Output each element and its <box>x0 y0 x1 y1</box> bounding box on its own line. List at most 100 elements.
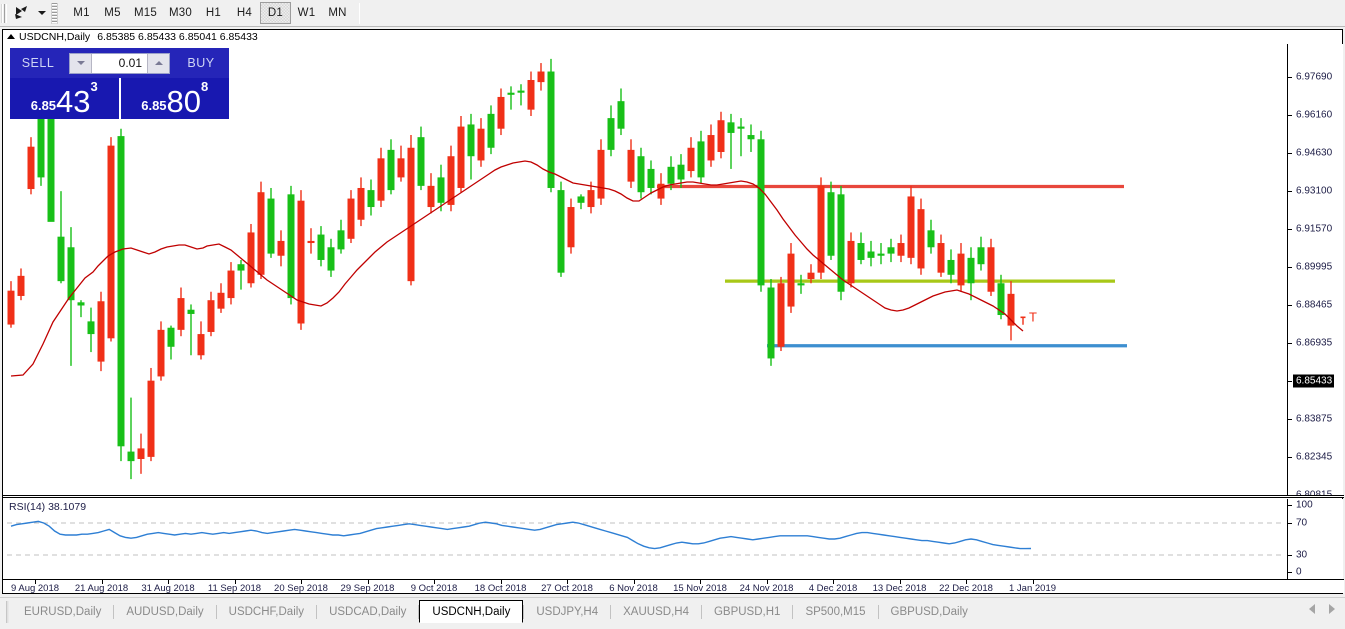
caret-down-icon[interactable] <box>70 53 92 73</box>
tab-divider <box>877 605 879 619</box>
chart-titlebar: USDCNH,Daily 6.85385 6.85433 6.85041 6.8… <box>3 30 1342 43</box>
candle-bearish <box>227 270 235 299</box>
candle-bearish <box>807 272 815 280</box>
timeframe-h4[interactable]: H4 <box>236 7 253 19</box>
time-axis-label: 24 Nov 2018 <box>739 583 794 594</box>
price-pane[interactable]: T <box>3 44 1287 495</box>
chart-tab-sp500-m15[interactable]: SP500,M15 <box>805 606 866 618</box>
price-axis-label: 6.82345 <box>1296 451 1333 463</box>
volume-input[interactable]: 0.01 <box>118 56 142 70</box>
price-axis-label: 6.91570 <box>1296 223 1333 235</box>
candle-bearish <box>377 158 385 201</box>
caret-up-icon[interactable] <box>147 53 169 73</box>
price-axis-label: 6.88465 <box>1296 299 1333 311</box>
price-tick <box>1288 229 1292 230</box>
crosshair-cursor-icon[interactable] <box>10 2 36 25</box>
chart-tab-xauusd-h4[interactable]: XAUUSD,H4 <box>623 606 689 618</box>
timeframe-d1[interactable]: D1 <box>259 2 291 24</box>
candle-bearish <box>957 253 965 286</box>
candle-bearish <box>777 283 785 347</box>
timeframe-h1[interactable]: H1 <box>205 7 222 19</box>
timeframe-w1[interactable]: W1 <box>297 7 316 19</box>
time-axis-label: 13 Dec 2018 <box>872 583 927 594</box>
price-tick <box>1288 457 1292 458</box>
chart-tab-usdcnh-daily[interactable]: USDCNH,Daily <box>419 600 524 623</box>
candle-bullish <box>837 194 845 292</box>
candle-bearish <box>247 232 255 284</box>
timeframe-m30[interactable]: M30 <box>168 7 192 19</box>
time-tick <box>168 580 169 584</box>
candle-bearish <box>457 126 465 188</box>
chart-tab-gbpusd-h1[interactable]: GBPUSD,H1 <box>713 606 781 618</box>
candle-bearish <box>907 196 915 258</box>
buy-button[interactable]: BUY <box>173 48 229 78</box>
candle-bearish <box>567 207 575 248</box>
rsi-tick <box>1288 505 1292 506</box>
sell-price-main: 43 <box>56 84 91 119</box>
tabbar-grip[interactable] <box>6 601 10 623</box>
candle-bearish <box>207 300 215 332</box>
candle-bearish <box>147 380 155 457</box>
timeframe-m15[interactable]: M15 <box>134 7 157 19</box>
rsi-tick <box>1288 572 1292 573</box>
candle-bearish <box>987 247 995 292</box>
candle-bullish <box>877 253 885 256</box>
tab-divider <box>113 605 115 619</box>
time-tick <box>500 580 502 584</box>
price-scale-axis[interactable]: 6.97690 6.96160 6.94630 6.93100 6.91570 6.899… <box>1287 44 1343 577</box>
candle-bullish <box>927 230 935 248</box>
time-scale-axis[interactable]: 9 Aug 2018 21 Aug 2018 31 Aug 2018 11 Sep 2… <box>3 579 1344 594</box>
last-candle-marker: T <box>1029 310 1037 325</box>
candle-bearish <box>107 145 115 339</box>
candle-bearish <box>527 79 535 110</box>
candle-bullish <box>187 309 195 314</box>
chart-tab-usdchf-daily[interactable]: USDCHF,Daily <box>228 606 305 618</box>
time-axis-label: 9 Aug 2018 <box>10 583 60 594</box>
sell-price-display[interactable]: 6.85 43 3 <box>10 78 119 119</box>
buy-price-display[interactable]: 6.85 80 8 <box>120 78 229 119</box>
candle-bearish <box>197 334 205 356</box>
candle-bearish <box>347 198 355 239</box>
chart-symbol-label: USDCNH,Daily <box>19 30 91 43</box>
candle-bullish <box>747 135 755 140</box>
sell-button[interactable]: SELL <box>10 48 66 78</box>
candle-bullish <box>947 259 955 275</box>
timeframe-mn[interactable]: MN <box>328 7 347 19</box>
candle-bearish <box>27 146 35 190</box>
rsi-pane[interactable] <box>3 499 1287 579</box>
rsi-scale-axis[interactable]: 100 70 30 0 <box>1287 499 1343 579</box>
toolbar-grip[interactable] <box>1 3 8 23</box>
price-tick <box>1288 77 1292 78</box>
triangle-up-icon[interactable] <box>7 34 15 39</box>
candle-bullish <box>637 156 645 193</box>
chart-tab-usdcad-daily[interactable]: USDCAD,Daily <box>329 606 407 618</box>
time-axis-label: 27 Oct 2018 <box>541 583 593 594</box>
price-axis-label: 6.94630 <box>1296 147 1333 159</box>
caret-right-icon[interactable] <box>1329 604 1335 614</box>
chevron-down-icon[interactable] <box>36 2 47 25</box>
price-tick <box>1288 267 1292 268</box>
candle-bullish <box>647 168 655 188</box>
tab-divider <box>523 605 525 619</box>
candle-bullish <box>117 136 125 447</box>
candle-bearish <box>277 240 285 256</box>
timeframe-m1[interactable]: M1 <box>73 7 90 19</box>
candle-bullish <box>977 247 985 265</box>
chart-tab-audusd-daily[interactable]: AUDUSD,Daily <box>126 606 204 618</box>
candle-bullish <box>727 122 735 133</box>
candle-bearish <box>717 120 725 152</box>
time-axis-label: 1 Jan 2019 <box>1008 583 1057 594</box>
rsi-level-lines <box>7 522 1285 556</box>
chart-tab-gbpusd-daily[interactable]: GBPUSD,Daily <box>890 606 968 618</box>
time-axis-label: 4 Dec 2018 <box>808 583 858 594</box>
chart-tab-usdjpy-h4[interactable]: USDJPY,H4 <box>536 606 599 618</box>
candle-bullish <box>267 198 275 254</box>
chart-tab-eurusd-daily[interactable]: EURUSD,Daily <box>24 606 102 618</box>
caret-left-icon[interactable] <box>1309 604 1315 614</box>
timeframe-m5[interactable]: M5 <box>104 7 121 19</box>
candle-bearish <box>297 200 305 324</box>
timeframe-toolbar-grip[interactable] <box>51 2 58 24</box>
candle-bullish <box>797 283 805 286</box>
pane-separator[interactable] <box>3 495 1344 498</box>
